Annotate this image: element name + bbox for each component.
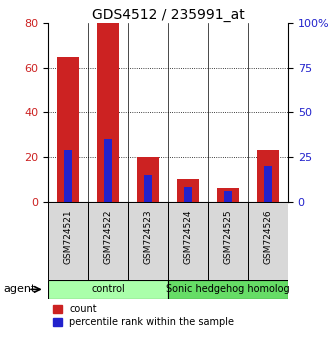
Bar — [144, 175, 152, 202]
Bar — [65, 150, 71, 202]
Text: GSM724523: GSM724523 — [143, 210, 153, 264]
Title: GDS4512 / 235991_at: GDS4512 / 235991_at — [92, 8, 244, 22]
Text: GSM724526: GSM724526 — [263, 210, 272, 264]
Text: GSM724525: GSM724525 — [223, 210, 232, 264]
Bar — [97, 23, 119, 202]
Bar — [168, 202, 208, 280]
Bar — [208, 202, 248, 280]
Bar — [257, 150, 279, 202]
Bar — [88, 202, 128, 280]
Bar — [248, 202, 288, 280]
Text: Sonic hedgehog homolog: Sonic hedgehog homolog — [166, 284, 290, 295]
Bar — [104, 139, 112, 202]
Text: GSM724522: GSM724522 — [104, 210, 113, 264]
Text: control: control — [91, 284, 125, 295]
Bar — [128, 202, 168, 280]
Text: GSM724521: GSM724521 — [64, 210, 72, 264]
Legend: count, percentile rank within the sample: count, percentile rank within the sample — [53, 304, 234, 327]
Bar — [224, 191, 232, 202]
Bar — [48, 202, 88, 280]
Bar — [217, 188, 239, 202]
Bar — [137, 157, 159, 202]
Bar — [57, 57, 79, 202]
Bar — [184, 188, 192, 202]
Text: agent: agent — [3, 284, 36, 295]
Bar — [177, 179, 199, 202]
Text: GSM724524: GSM724524 — [183, 210, 193, 264]
Bar — [48, 280, 168, 299]
Bar — [168, 280, 288, 299]
Bar — [264, 166, 271, 202]
